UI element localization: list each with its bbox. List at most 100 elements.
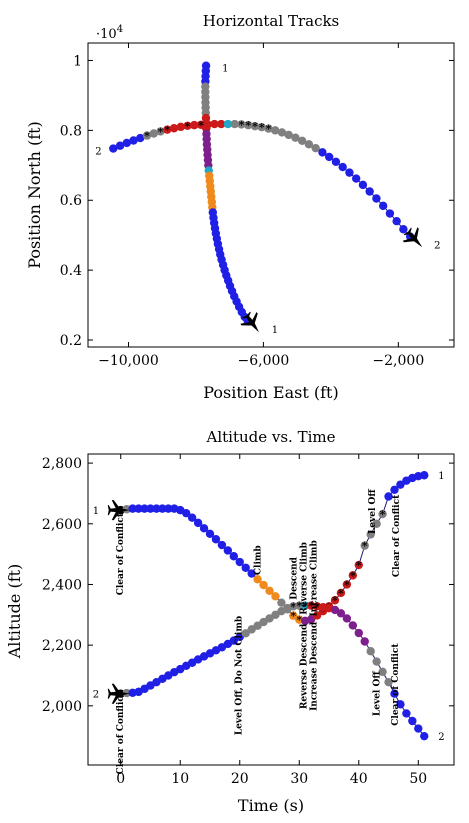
star-marker: * xyxy=(144,130,150,143)
top-y-axis-label: Position North (ft) xyxy=(25,121,44,269)
annotation-label: Level Off, Do Not Climb xyxy=(235,616,245,735)
bottom-x-axis-label: Time (s) xyxy=(238,796,304,815)
data-point xyxy=(169,124,179,133)
data-point xyxy=(277,128,287,137)
data-point xyxy=(342,580,352,589)
data-point xyxy=(271,592,280,601)
data-point xyxy=(223,546,233,555)
data-point xyxy=(277,598,286,607)
star-marker: * xyxy=(252,120,258,133)
data-point xyxy=(247,569,256,578)
data-point xyxy=(190,120,199,130)
data-point xyxy=(199,524,209,533)
data-point xyxy=(229,552,239,561)
data-point xyxy=(301,601,310,610)
airplane-icon xyxy=(107,683,130,704)
data-point xyxy=(156,127,165,136)
annotation-label: Level Off xyxy=(373,671,383,716)
star-marker: * xyxy=(198,119,204,132)
data-point xyxy=(146,504,155,513)
data-point xyxy=(348,621,358,630)
data-point xyxy=(134,504,143,513)
track-start-label: 2 xyxy=(93,690,99,701)
annotation-label: Level Off xyxy=(368,489,378,534)
star-marker: * xyxy=(239,118,245,131)
y-tick-label: 0.2 xyxy=(60,333,82,349)
star-marker: * xyxy=(332,594,338,607)
x-tick-label: 20 xyxy=(231,771,249,787)
top-x-axis-label: Position East (ft) xyxy=(203,383,338,402)
annotation-label: Clear of Conflict xyxy=(392,494,402,577)
star-marker: * xyxy=(344,578,350,591)
data-point xyxy=(217,540,227,550)
data-point xyxy=(152,504,161,513)
x-tick-label: 40 xyxy=(350,771,368,787)
data-point xyxy=(312,611,322,620)
y-tick-label: 2,200 xyxy=(42,638,82,654)
data-point xyxy=(420,731,429,741)
data-point xyxy=(115,141,125,150)
data-point xyxy=(264,124,273,133)
bottom-axis-ticks: 0 10 20 30 40 50 2,000 2,200 2,400 2,600 2,800 xyxy=(42,454,454,787)
data-point xyxy=(358,180,368,190)
star-marker: * xyxy=(356,559,362,572)
data-point xyxy=(402,709,411,718)
data-point xyxy=(122,138,131,148)
data-point xyxy=(183,121,192,131)
data-point xyxy=(241,629,250,638)
data-point xyxy=(244,120,253,130)
x-tick-label: 0 xyxy=(116,771,125,787)
data-point xyxy=(196,120,206,129)
annotation-label: Climb xyxy=(254,545,264,575)
x-tick-label: 30 xyxy=(290,771,308,787)
data-point xyxy=(336,609,346,618)
x-tick-label: −6,000 xyxy=(238,353,290,369)
x-tick-label: 50 xyxy=(409,771,427,787)
data-point xyxy=(390,689,399,698)
data-point xyxy=(366,530,375,539)
star-marker: * xyxy=(158,125,164,138)
data-point xyxy=(149,129,158,138)
data-point xyxy=(351,174,361,183)
bottom-series-group: ************11*****22 xyxy=(93,471,445,743)
star-marker: * xyxy=(296,614,302,627)
data-point xyxy=(324,152,334,162)
bottom-chart-title: Altitude vs. Time xyxy=(205,428,335,446)
x-tick-label: −10,000 xyxy=(98,353,159,369)
y-tick-label: 2,400 xyxy=(42,577,82,593)
data-point xyxy=(136,133,145,143)
data-point xyxy=(378,667,387,677)
data-point xyxy=(372,194,381,203)
data-point xyxy=(259,580,268,590)
y-tick-label: 2,600 xyxy=(42,517,82,533)
data-point xyxy=(331,157,341,167)
annotation-label: Increase Climb xyxy=(310,540,320,616)
top-chart-title: Horizontal Tracks xyxy=(203,12,340,30)
data-point xyxy=(187,513,197,522)
data-point xyxy=(330,596,340,605)
track-end-label: 2 xyxy=(438,732,444,743)
star-marker: * xyxy=(350,569,356,582)
data-point xyxy=(250,121,260,131)
data-point xyxy=(210,119,219,129)
data-point xyxy=(311,143,320,153)
data-point xyxy=(384,677,393,687)
data-point xyxy=(253,575,262,584)
star-marker: * xyxy=(259,121,265,134)
track-end-label: 2 xyxy=(434,241,440,252)
y-tick-label: 2,800 xyxy=(42,456,82,472)
data-point xyxy=(336,588,346,598)
top-series-group: 11* * * * * * * * * *22 xyxy=(95,61,441,336)
data-point xyxy=(342,614,352,623)
data-point xyxy=(372,519,381,528)
data-point xyxy=(271,126,280,135)
star-marker: * xyxy=(290,600,296,613)
data-point xyxy=(306,615,316,624)
data-point xyxy=(128,504,137,513)
star-marker: * xyxy=(296,600,302,613)
top-axis-ticks: −10,000 −6,000 −2,000 0.2 0.4 0.6 0.8 1 xyxy=(60,43,454,369)
data-point xyxy=(396,700,405,709)
top-plot-frame xyxy=(87,42,455,348)
star-marker: * xyxy=(308,600,314,613)
annotation-label: Clear of Conflict xyxy=(116,691,126,774)
